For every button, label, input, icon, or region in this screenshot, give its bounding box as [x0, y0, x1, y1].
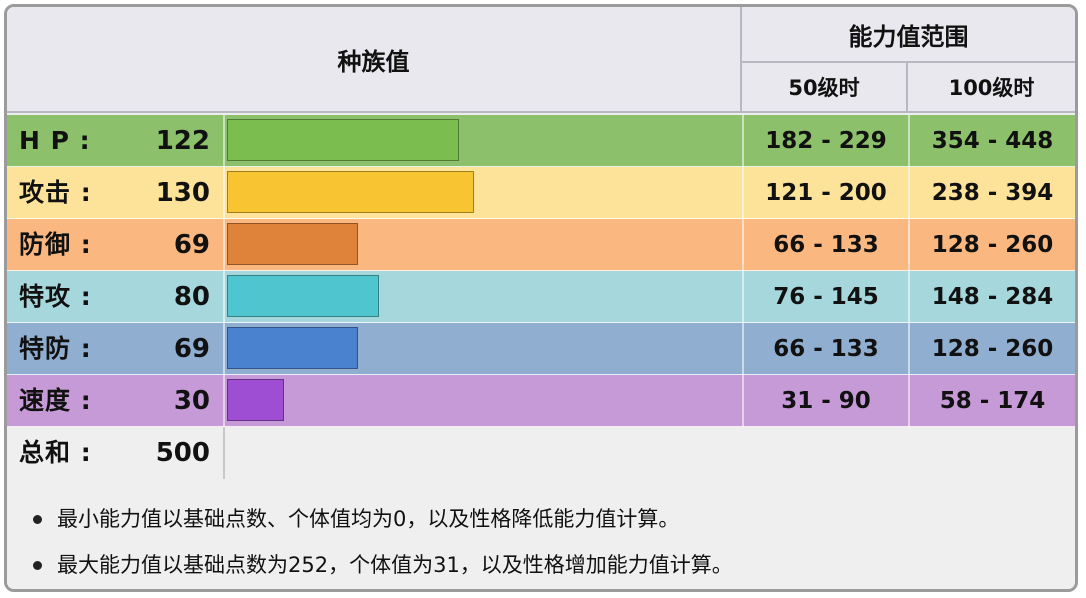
- stats-table: 种族值 能力值范围 50级时 100级时 H P : 122 182 - 229 35…: [4, 4, 1078, 592]
- note-min: 最小能力值以基础点数、个体值均为0，以及性格降低能力值计算。: [57, 507, 680, 531]
- range-lv100: 238 - 394: [931, 180, 1054, 206]
- stat-bar: [227, 327, 358, 369]
- stat-bar: [227, 119, 459, 161]
- range-lv50: 31 - 90: [781, 388, 871, 414]
- stat-value: 30: [173, 386, 210, 416]
- range-lv100: 148 - 284: [931, 284, 1054, 310]
- range-lv50: 182 - 229: [765, 128, 887, 154]
- bullet-icon: [33, 561, 42, 570]
- range-lv50: 66 - 133: [773, 336, 879, 362]
- stat-value: 69: [173, 334, 210, 364]
- range-lv100: 58 - 174: [939, 388, 1046, 414]
- stat-row: 特攻 : 80 76 - 145 148 - 284: [7, 271, 1075, 323]
- stat-bar: [227, 275, 379, 317]
- range-lv100: 128 - 260: [931, 336, 1054, 362]
- stat-value: 130: [155, 178, 210, 208]
- base-stats-header: 种族值: [7, 7, 742, 113]
- range-lv100: 354 - 448: [931, 128, 1054, 154]
- range-lv100: 128 - 260: [931, 232, 1054, 258]
- stat-value: 69: [173, 230, 210, 260]
- stat-bar: [227, 379, 284, 421]
- stat-range-header-label: 能力值范围: [848, 22, 969, 51]
- stat-value: 80: [173, 282, 210, 312]
- stat-row: H P : 122 182 - 229 354 - 448: [7, 115, 1075, 167]
- stat-label: 速度 :: [19, 386, 92, 415]
- range-lv50: 121 - 200: [765, 180, 887, 206]
- stat-bar: [227, 171, 474, 213]
- total-value: 500: [155, 438, 210, 468]
- range-lv50: 66 - 133: [773, 232, 879, 258]
- stat-range-header: 能力值范围: [742, 7, 1075, 63]
- stat-row: 攻击 : 130 121 - 200 238 - 394: [7, 167, 1075, 219]
- notes-section: 最小能力值以基础点数、个体值均为0，以及性格降低能力值计算。 最大能力值以基础点…: [7, 479, 1075, 589]
- lv50-header-label: 50级时: [788, 76, 860, 100]
- stat-label: 特防 :: [19, 334, 92, 363]
- base-stats-header-label: 种族值: [337, 47, 410, 76]
- lv100-header-label: 100级时: [948, 76, 1035, 100]
- total-label: 总和 :: [19, 438, 92, 467]
- lv100-header: 100级时: [908, 63, 1075, 113]
- stat-value: 122: [155, 126, 210, 156]
- total-row: 总和 : 500: [7, 427, 1075, 479]
- bullet-icon: [33, 515, 42, 524]
- stat-label: 特攻 :: [19, 282, 92, 311]
- stat-label: 攻击 :: [19, 178, 92, 207]
- lv50-header: 50级时: [742, 63, 908, 113]
- range-lv50: 76 - 145: [773, 284, 879, 310]
- stat-row: 特防 : 69 66 - 133 128 - 260: [7, 323, 1075, 375]
- note-max: 最大能力值以基础点数为252，个体值为31，以及性格增加能力值计算。: [57, 553, 733, 577]
- stat-label: H P :: [19, 126, 91, 155]
- stat-row: 防御 : 69 66 - 133 128 - 260: [7, 219, 1075, 271]
- stat-row: 速度 : 30 31 - 90 58 - 174: [7, 375, 1075, 427]
- stat-label: 防御 :: [19, 230, 92, 259]
- stat-bar: [227, 223, 358, 265]
